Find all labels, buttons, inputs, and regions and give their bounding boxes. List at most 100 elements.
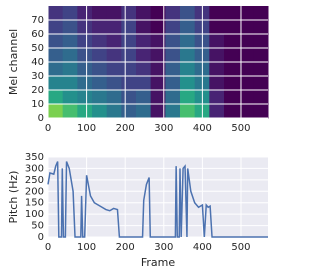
heatmap-cell	[253, 90, 269, 105]
heatmap-cell	[136, 48, 152, 63]
heatmap-cell	[253, 104, 269, 119]
heatmap-cell	[238, 104, 254, 119]
heatmap-cell	[92, 20, 108, 35]
heatmap-cell	[106, 62, 122, 77]
heatmap-cell	[106, 20, 122, 35]
heatmap-cell	[150, 104, 166, 119]
x-tick-label: 0	[45, 242, 51, 253]
heatmap-cell	[121, 20, 137, 35]
heatmap-cell	[180, 6, 196, 21]
pitch-line	[47, 161, 268, 238]
heatmap-cell	[150, 90, 166, 105]
heatmap-cell	[253, 48, 269, 63]
x-tick-label: 400	[193, 242, 212, 253]
heatmap-cell	[121, 104, 137, 119]
heatmap-cell	[150, 62, 166, 77]
heatmap-cell	[238, 6, 254, 21]
heatmap-cell	[121, 6, 137, 21]
heatmap-cell	[77, 34, 93, 49]
heatmap-cell	[48, 76, 64, 91]
y-tick-label: 50	[31, 43, 44, 54]
heatmap-cell	[77, 6, 93, 21]
heatmap-cell	[150, 6, 166, 21]
heatmap-cell	[106, 76, 122, 91]
heatmap-cell	[106, 104, 122, 119]
heatmap-cell	[136, 34, 152, 49]
heatmap-cell	[92, 104, 108, 119]
heatmap-cell	[121, 76, 137, 91]
heatmap-cell	[48, 90, 64, 105]
heatmap-cell	[209, 34, 225, 49]
x-tick-label: 100	[77, 242, 96, 253]
y-tick-label: 200	[25, 186, 44, 197]
heatmap-cell	[209, 76, 225, 91]
heatmap-cell	[253, 6, 269, 21]
heatmap-cell	[238, 34, 254, 49]
heatmap-cell	[62, 20, 78, 35]
heatmap-cell	[253, 62, 269, 77]
heatmap-cell	[165, 34, 181, 49]
heatmap-cell	[92, 48, 108, 63]
heatmap-cell	[209, 104, 225, 119]
heatmap-cell	[209, 90, 225, 105]
y-tick-label: 350	[25, 152, 44, 163]
y-tick-label: 60	[31, 29, 44, 40]
heatmap-cell	[92, 76, 108, 91]
y-tick-label: 10	[31, 99, 44, 110]
heatmap-cell	[48, 104, 64, 119]
heatmap-cell	[62, 90, 78, 105]
heatmap-cell	[92, 90, 108, 105]
y-axis-label: Mel channel	[7, 29, 20, 95]
heatmap-cell	[238, 90, 254, 105]
heatmap-cell	[62, 6, 78, 21]
y-tick-label: 300	[25, 163, 44, 174]
heatmap-cell	[136, 62, 152, 77]
y-tick-label: 250	[25, 175, 44, 186]
heatmap-cell	[121, 48, 137, 63]
heatmap-cell	[121, 34, 137, 49]
heatmap-cell	[77, 76, 93, 91]
heatmap-cell	[165, 62, 181, 77]
heatmap-cell	[165, 20, 181, 35]
x-tick-label: 100	[77, 123, 96, 134]
heatmap-cell	[48, 48, 64, 63]
heatmap-cell	[136, 20, 152, 35]
heatmap-cell	[180, 34, 196, 49]
y-tick-label: 0	[38, 232, 44, 243]
heatmap-cell	[48, 6, 64, 21]
heatmap-cell	[209, 48, 225, 63]
heatmap-cell	[106, 6, 122, 21]
heatmap-cell	[62, 48, 78, 63]
heatmap-cell	[165, 6, 181, 21]
heatmap-cell	[62, 34, 78, 49]
heatmap-cell	[62, 62, 78, 77]
heatmap-cell	[106, 34, 122, 49]
heatmap-cell	[62, 76, 78, 91]
heatmap-cell	[48, 34, 64, 49]
heatmap-cell	[238, 20, 254, 35]
x-tick-label: 500	[231, 123, 250, 134]
y-tick-label: 50	[31, 221, 44, 232]
heatmap-cell	[224, 90, 240, 105]
heatmap-cell	[77, 90, 93, 105]
x-tick-label: 200	[116, 242, 135, 253]
heatmap-cell	[209, 20, 225, 35]
heatmap-cell	[180, 62, 196, 77]
heatmap-cell	[253, 20, 269, 35]
heatmap-cell	[165, 48, 181, 63]
x-tick-label: 200	[116, 123, 135, 134]
x-tick-label: 400	[193, 123, 212, 134]
y-tick-label: 70	[31, 15, 44, 26]
x-tick-label: 300	[154, 123, 173, 134]
heatmap-cell	[180, 48, 196, 63]
heatmap-cell	[165, 104, 181, 119]
heatmap-cell	[136, 76, 152, 91]
y-axis-label: Pitch (Hz)	[7, 171, 20, 224]
x-tick-label: 300	[154, 242, 173, 253]
heatmap-cell	[48, 62, 64, 77]
heatmap-cell	[92, 34, 108, 49]
y-tick-label: 30	[31, 71, 44, 82]
heatmap-cell	[150, 48, 166, 63]
